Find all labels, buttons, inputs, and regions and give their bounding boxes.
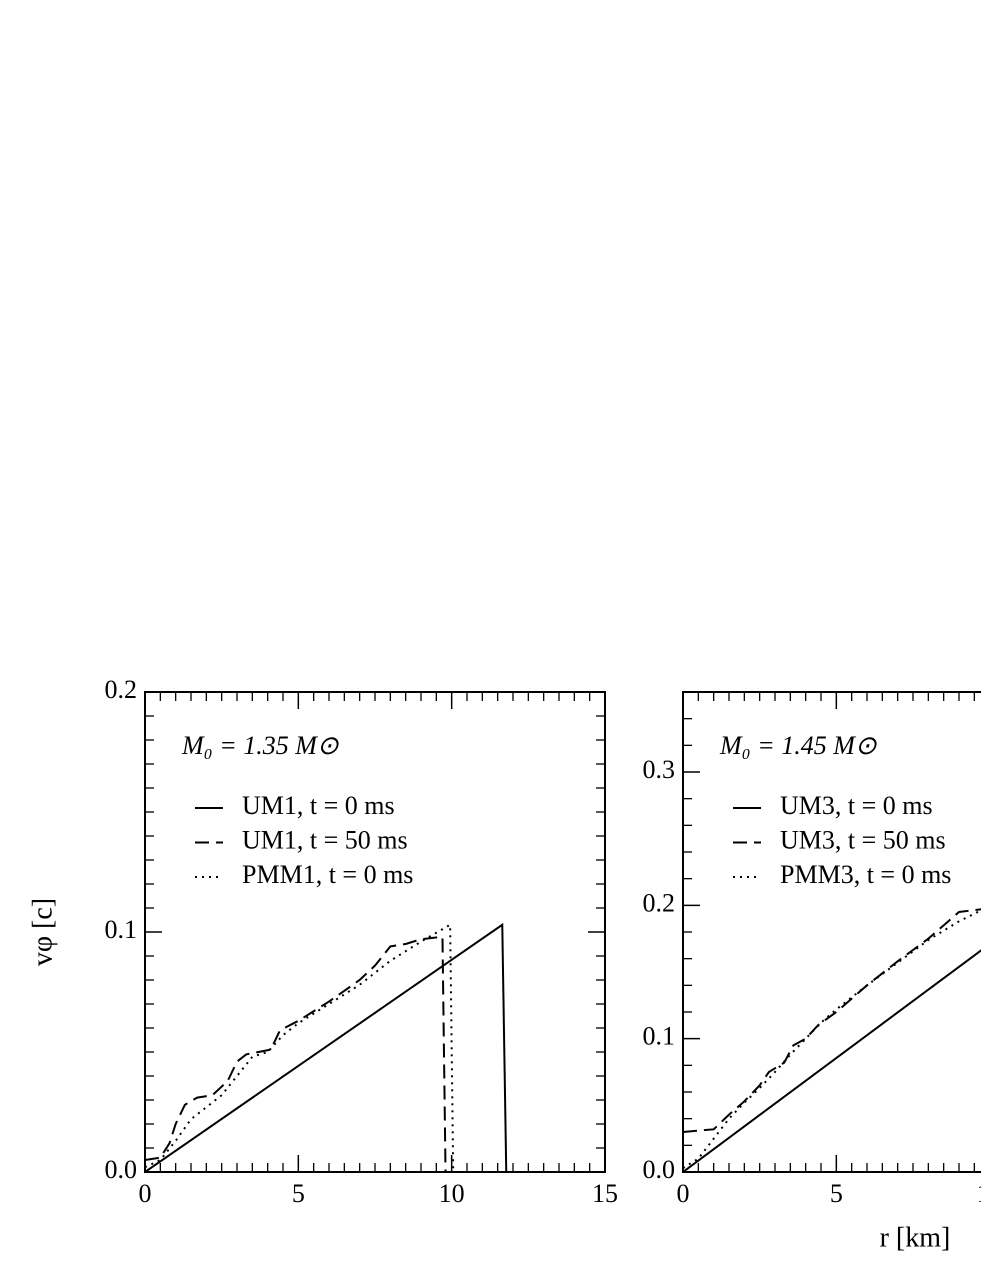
- panel: 0 5 10 15 0.0 0.1 0.2 M₀ = 1.35 M⊙ UM1, t = 0 ms…: [27, 675, 618, 1208]
- x-tick-label: 5: [292, 1179, 305, 1208]
- plot-frame: [144, 691, 606, 1173]
- legend-label: PMM3, t = 0 ms: [780, 860, 951, 889]
- plot-frame: [682, 691, 981, 1173]
- series-line: [683, 909, 981, 1169]
- legend-label: PMM1, t = 0 ms: [242, 860, 413, 889]
- x-tick-label: 0: [677, 1179, 690, 1208]
- x-tick-label: 0: [139, 1179, 152, 1208]
- y-tick-label: 0.2: [643, 888, 676, 917]
- x-axis-label: r [km]: [880, 1222, 951, 1253]
- y-axis-label: vφ [c]: [27, 898, 58, 966]
- y-tick-label: 0.0: [643, 1155, 676, 1184]
- series-line: [683, 908, 981, 1133]
- series-line: [683, 949, 981, 1172]
- annotation: M₀ = 1.35 M⊙: [181, 731, 339, 760]
- x-tick-label: 10: [977, 1179, 981, 1208]
- y-tick-label: 0.1: [643, 1022, 676, 1051]
- legend-label: UM1, t = 0 ms: [242, 791, 395, 820]
- series-line: [145, 923, 455, 1172]
- series-line: [145, 935, 447, 1172]
- y-tick-label: 0.1: [105, 915, 138, 944]
- series-line: [145, 922, 508, 1172]
- x-tick-label: 10: [439, 1179, 465, 1208]
- x-tick-label: 5: [830, 1179, 843, 1208]
- y-tick-label: 0.2: [105, 675, 138, 704]
- y-tick-label: 0.3: [643, 755, 676, 784]
- y-tick-label: 0.0: [105, 1155, 138, 1184]
- legend-label: UM1, t = 50 ms: [242, 825, 408, 854]
- annotation: M₀ = 1.45 M⊙: [719, 731, 877, 760]
- x-tick-label: 15: [592, 1179, 618, 1208]
- legend-label: UM3, t = 50 ms: [780, 825, 946, 854]
- legend-label: UM3, t = 0 ms: [780, 791, 933, 820]
